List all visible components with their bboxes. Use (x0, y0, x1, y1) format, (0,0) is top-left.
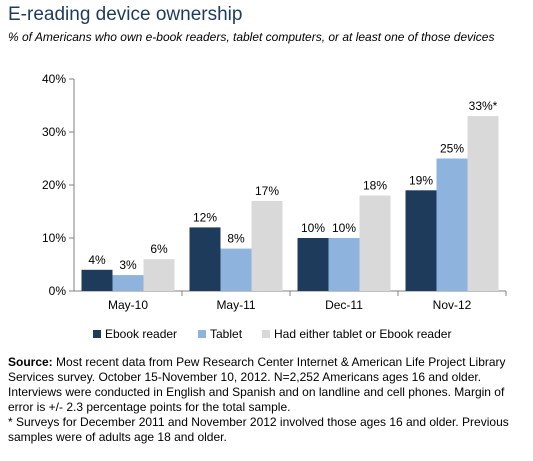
bar (467, 116, 499, 291)
bar-value-label: 10% (301, 221, 325, 235)
bar (359, 195, 391, 291)
bar (436, 158, 468, 291)
y-tick-label: 0% (49, 284, 67, 298)
chart-subtitle: % of Americans who own e-book readers, t… (8, 30, 495, 44)
bar-value-label: 33%* (469, 99, 498, 113)
y-tick-label: 40% (42, 72, 66, 86)
bar (189, 227, 221, 291)
bar (143, 259, 175, 291)
bar-value-label: 17% (255, 184, 279, 198)
footnote: Source: Most recent data from Pew Resear… (8, 355, 528, 445)
bar-value-label: 6% (150, 242, 168, 256)
bar (328, 238, 360, 291)
x-tick-label: May-11 (216, 298, 255, 312)
chart-title: E-reading device ownership (8, 4, 243, 25)
x-tick-label: Nov-12 (433, 298, 472, 312)
legend-swatch (262, 330, 270, 338)
bar-value-label: 25% (440, 142, 464, 156)
x-tick-label: May-10 (108, 298, 148, 312)
bar-value-label: 19% (409, 173, 433, 187)
bar (297, 238, 329, 291)
source-text: Most recent data from Pew Research Cente… (8, 355, 506, 414)
bar-value-label: 3% (119, 258, 137, 272)
legend-label: Tablet (210, 327, 243, 341)
bar-value-label: 12% (193, 210, 217, 224)
source-label: Source: (8, 355, 53, 369)
legend-label: Had either tablet or Ebook reader (274, 327, 451, 341)
y-tick-label: 20% (42, 178, 66, 192)
bar (81, 269, 113, 291)
bar (251, 200, 283, 291)
bar (112, 275, 144, 291)
x-tick-label: Dec-11 (325, 298, 363, 312)
legend-swatch (93, 330, 101, 338)
bar-value-label: 4% (88, 253, 106, 267)
y-tick-label: 10% (42, 231, 66, 245)
y-tick-label: 30% (42, 125, 66, 139)
bar (405, 190, 437, 291)
bar-value-label: 10% (332, 221, 356, 235)
legend-swatch (198, 330, 206, 338)
legend-label: Ebook reader (105, 327, 177, 341)
bar (220, 248, 252, 291)
sample-note: * Surveys for December 2011 and November… (8, 415, 509, 444)
bar-value-label: 8% (227, 232, 245, 246)
bar-value-label: 18% (363, 179, 387, 193)
bar-chart: 0% 10% 20% 30% 40% 4% 3% 6% May-10 12% 8% 17% May-11… (42, 72, 507, 341)
